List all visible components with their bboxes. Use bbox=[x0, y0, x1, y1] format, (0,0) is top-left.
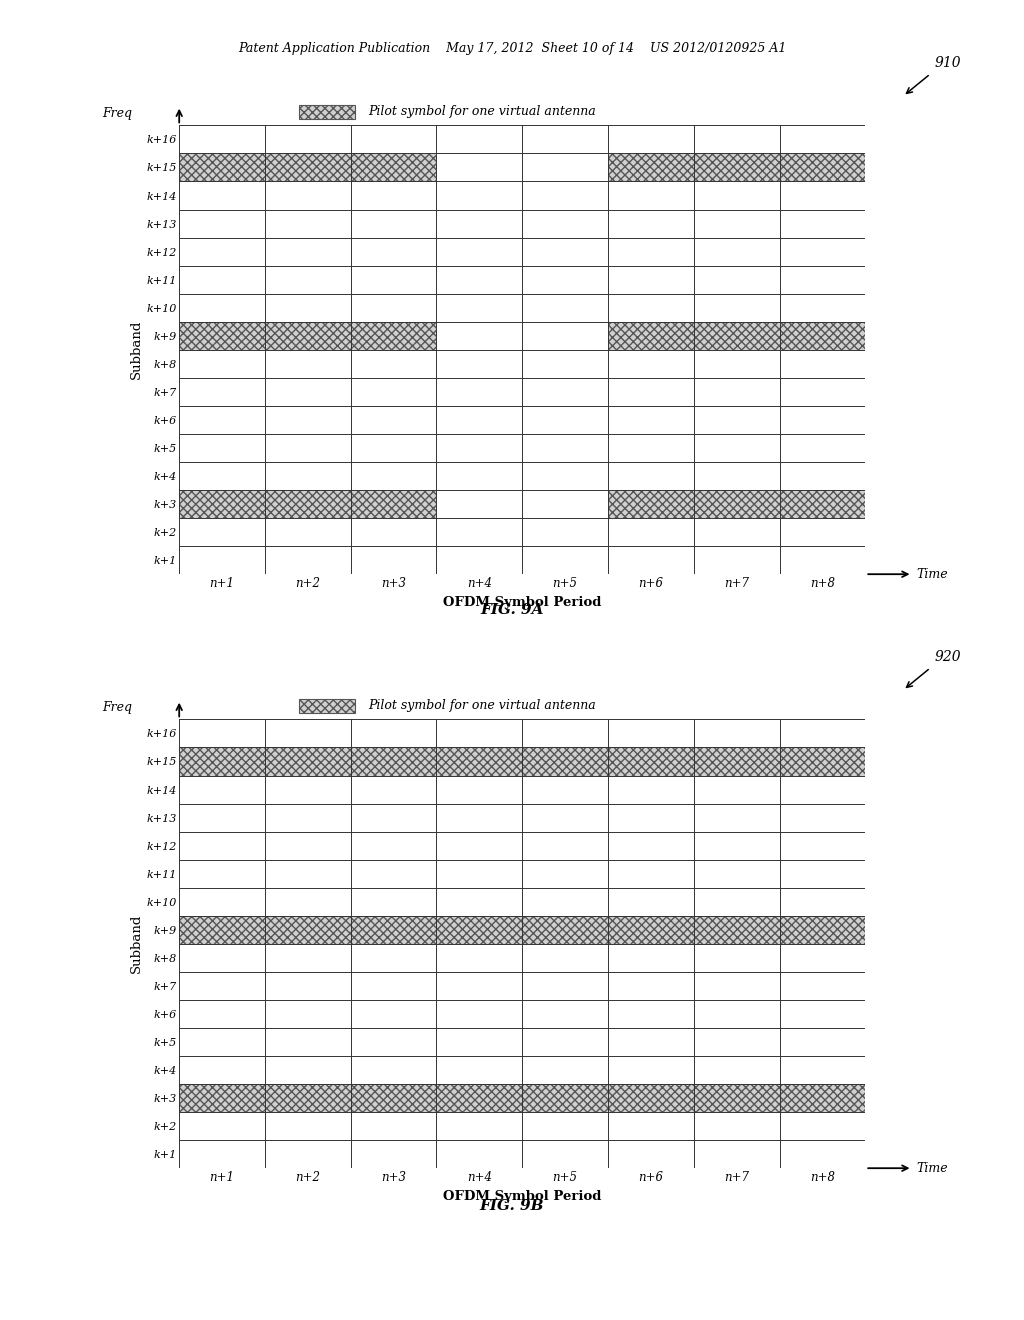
Bar bbox=[436, 916, 522, 944]
Bar bbox=[299, 698, 355, 713]
Text: FIG. 9A: FIG. 9A bbox=[480, 603, 544, 618]
Bar bbox=[694, 322, 779, 350]
Text: FIG. 9B: FIG. 9B bbox=[480, 1199, 544, 1213]
Bar bbox=[608, 1084, 694, 1111]
Bar bbox=[779, 747, 865, 776]
Bar bbox=[608, 916, 694, 944]
Bar bbox=[179, 1084, 265, 1111]
Bar bbox=[608, 153, 694, 181]
Text: Time: Time bbox=[916, 1162, 948, 1175]
X-axis label: OFDM Symbol Period: OFDM Symbol Period bbox=[443, 595, 601, 609]
Bar bbox=[265, 490, 350, 519]
Bar bbox=[436, 1084, 522, 1111]
Bar bbox=[350, 153, 436, 181]
Bar bbox=[179, 153, 265, 181]
Text: 920: 920 bbox=[934, 649, 961, 664]
Bar bbox=[608, 490, 694, 519]
Bar bbox=[179, 747, 265, 776]
Bar bbox=[608, 747, 694, 776]
Bar bbox=[436, 747, 522, 776]
Bar bbox=[694, 153, 779, 181]
Bar bbox=[779, 1084, 865, 1111]
Bar bbox=[299, 104, 355, 119]
Bar bbox=[265, 1084, 350, 1111]
Bar bbox=[694, 1084, 779, 1111]
Bar bbox=[265, 322, 350, 350]
Bar bbox=[608, 322, 694, 350]
Bar bbox=[522, 747, 608, 776]
Y-axis label: Subband: Subband bbox=[130, 915, 143, 973]
Bar bbox=[779, 153, 865, 181]
Bar bbox=[179, 490, 265, 519]
Bar bbox=[779, 916, 865, 944]
Bar bbox=[694, 916, 779, 944]
Bar bbox=[350, 322, 436, 350]
Text: Patent Application Publication    May 17, 2012  Sheet 10 of 14    US 2012/012092: Patent Application Publication May 17, 2… bbox=[238, 42, 786, 55]
Bar bbox=[265, 153, 350, 181]
Bar bbox=[179, 322, 265, 350]
Text: Pilot symbol for one virtual antenna: Pilot symbol for one virtual antenna bbox=[368, 700, 596, 713]
Text: Freq: Freq bbox=[102, 701, 132, 714]
Bar bbox=[350, 916, 436, 944]
Bar bbox=[179, 916, 265, 944]
Bar bbox=[350, 1084, 436, 1111]
Bar bbox=[694, 747, 779, 776]
Bar bbox=[265, 747, 350, 776]
Bar bbox=[265, 916, 350, 944]
Bar bbox=[694, 490, 779, 519]
Text: Pilot symbol for one virtual antenna: Pilot symbol for one virtual antenna bbox=[368, 106, 596, 119]
Bar bbox=[779, 490, 865, 519]
Text: Time: Time bbox=[916, 568, 948, 581]
Text: Freq: Freq bbox=[102, 107, 132, 120]
Bar bbox=[522, 1084, 608, 1111]
X-axis label: OFDM Symbol Period: OFDM Symbol Period bbox=[443, 1189, 601, 1203]
Text: 910: 910 bbox=[934, 55, 961, 70]
Bar bbox=[350, 490, 436, 519]
Bar bbox=[779, 322, 865, 350]
Bar bbox=[350, 747, 436, 776]
Bar bbox=[522, 916, 608, 944]
Y-axis label: Subband: Subband bbox=[130, 321, 143, 379]
